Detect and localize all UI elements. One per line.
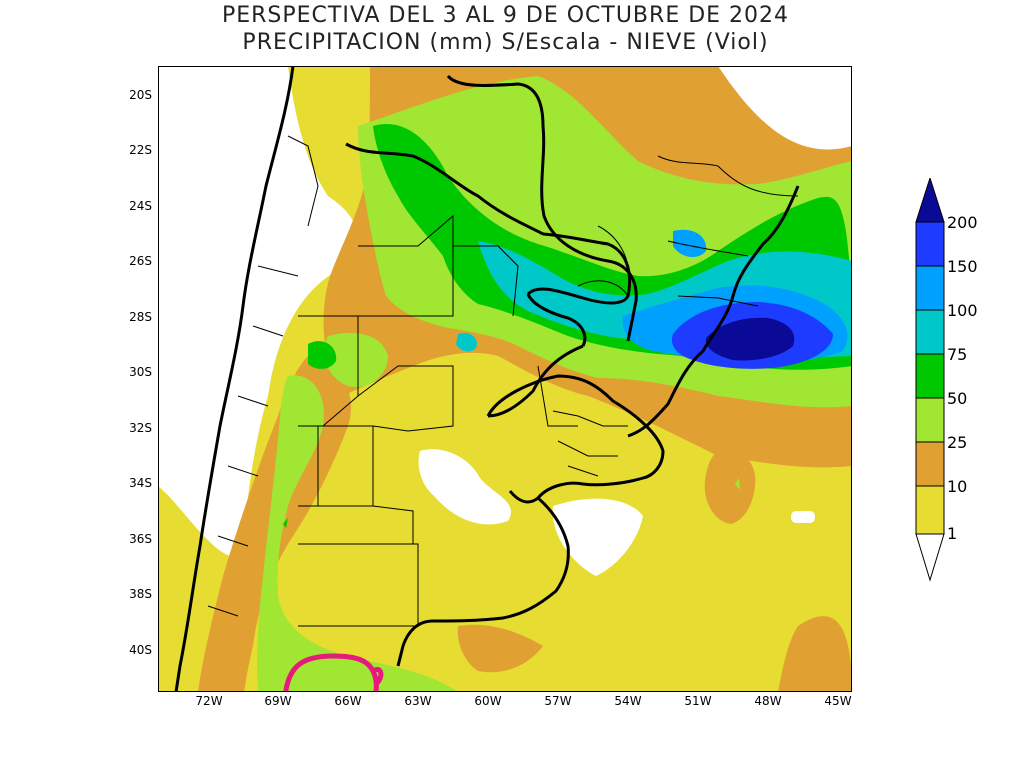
legend-label-75: 75 xyxy=(947,345,968,364)
legend-box-100-150 xyxy=(915,265,945,311)
rain-spot-green xyxy=(283,518,288,528)
snow-line xyxy=(283,653,384,692)
lat-label-32s: 32S xyxy=(129,421,152,435)
legend-box-25-50 xyxy=(915,397,945,443)
legend-label-25: 25 xyxy=(947,433,968,452)
province-borders xyxy=(207,135,799,627)
precipitation-map xyxy=(158,66,852,692)
legend-label-150: 150 xyxy=(947,257,978,276)
rain-band-25-50-center xyxy=(324,332,388,387)
lon-label-54w: 54W xyxy=(614,694,642,708)
lat-label-22s: 22S xyxy=(129,143,152,157)
rain-band-10-25-southeast xyxy=(778,616,852,692)
lat-label-38s: 38S xyxy=(129,587,152,601)
rain-spot-ocean xyxy=(735,478,740,490)
rain-band-10-25-south xyxy=(457,624,543,673)
lat-label-36s: 36S xyxy=(129,532,152,546)
legend-box-150-200 xyxy=(915,221,945,267)
legend-arrow-over-200 xyxy=(915,178,945,223)
lon-label-51w: 51W xyxy=(684,694,712,708)
lat-label-40s: 40S xyxy=(129,643,152,657)
lat-label-30s: 30S xyxy=(129,365,152,379)
lat-label-28s: 28S xyxy=(129,310,152,324)
rain-band-over-200 xyxy=(705,317,795,361)
dry-area-buenos-aires xyxy=(418,449,512,525)
lon-label-45w: 45W xyxy=(824,694,852,708)
country-borders xyxy=(174,66,800,692)
rain-band-25-50-patagonia xyxy=(257,375,458,692)
precipitation-legend xyxy=(915,178,945,582)
lat-label-34s: 34S xyxy=(129,476,152,490)
lon-label-57w: 57W xyxy=(544,694,572,708)
lat-label-20s: 20S xyxy=(129,88,152,102)
legend-box-10-25 xyxy=(915,441,945,487)
legend-box-75-100 xyxy=(915,309,945,355)
lon-label-60w: 60W xyxy=(474,694,502,708)
dry-spot-ocean2 xyxy=(791,511,815,523)
lon-label-66w: 66W xyxy=(334,694,362,708)
rain-band-100-150-north xyxy=(673,229,707,258)
map-frame xyxy=(158,66,852,692)
legend-label-10: 10 xyxy=(947,477,968,496)
legend-box-1-10 xyxy=(915,485,945,535)
dry-area-chile xyxy=(158,66,359,558)
legend-box-50-75 xyxy=(915,353,945,399)
lat-label-24s: 24S xyxy=(129,199,152,213)
legend-arrow-below-1 xyxy=(915,533,945,582)
map-title-line1: PERSPECTIVA DEL 3 AL 9 DE OCTUBRE DE 202… xyxy=(221,3,790,28)
lon-label-63w: 63W xyxy=(404,694,432,708)
dry-area-coast xyxy=(552,498,643,576)
legend-label-100: 100 xyxy=(947,301,978,320)
lon-label-48w: 48W xyxy=(754,694,782,708)
rain-band-10-25-ocean xyxy=(704,450,756,524)
map-title-line2: PRECIPITACION (mm) S/Escala - NIEVE (Vio… xyxy=(242,30,769,55)
lon-label-72w: 72W xyxy=(195,694,223,708)
rain-band-50-75-spot xyxy=(308,341,337,369)
legend-label-1: 1 xyxy=(947,524,958,543)
legend-label-200: 200 xyxy=(947,213,978,232)
lat-label-26s: 26S xyxy=(129,254,152,268)
lon-label-69w: 69W xyxy=(264,694,292,708)
legend-label-50: 50 xyxy=(947,389,968,408)
rain-band-75-100-spot xyxy=(456,332,477,352)
